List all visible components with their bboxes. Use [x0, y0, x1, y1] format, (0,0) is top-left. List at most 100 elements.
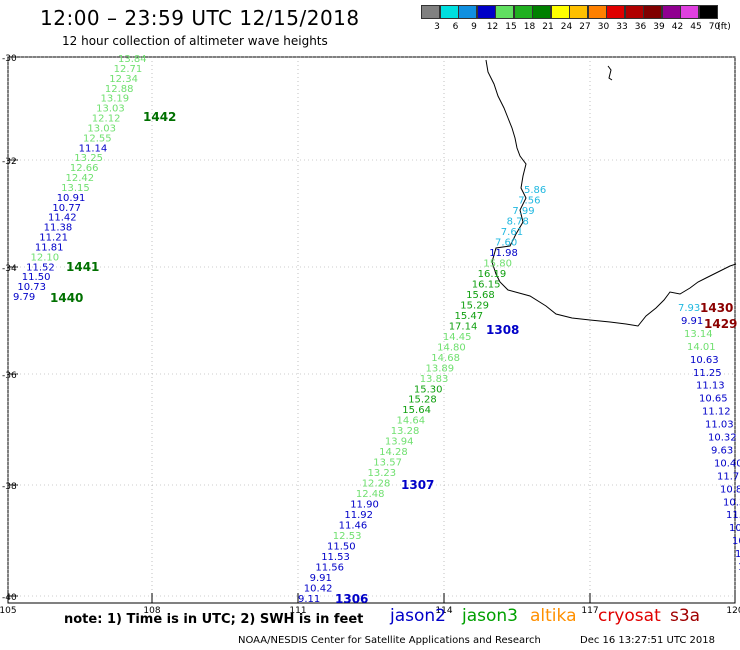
wave-height-value: 10.2: [729, 523, 740, 534]
lon-label: 111: [289, 606, 306, 616]
legend-label: 21: [542, 22, 554, 32]
wave-height-value: 11.5: [726, 510, 740, 521]
wave-height-value: 15.47: [455, 311, 484, 322]
wave-height-value: 11.12: [702, 407, 731, 418]
lat-label: -30: [2, 54, 17, 64]
wave-height-value: 12.10: [31, 252, 60, 263]
pass-time-label: 1430: [700, 301, 733, 315]
wave-height-value: 14.01: [687, 342, 716, 353]
wave-height-value: 14.64: [397, 416, 426, 427]
wave-height-value: 15.29: [460, 300, 489, 311]
wave-height-value: 12.55: [83, 133, 112, 144]
pass-time-label: 1307: [401, 478, 434, 492]
wave-height-value: 11.53: [321, 552, 350, 563]
wave-height-value: 5.86: [524, 185, 546, 196]
wave-height-value: 15.64: [402, 405, 431, 416]
legend-label: 12: [486, 22, 499, 32]
footnote: note: 1) Time is in UTC; 2) SWH is in fe…: [64, 612, 364, 627]
australia-west-coast: [485, 59, 737, 327]
wave-height-value: 10: [738, 562, 740, 573]
pass-time-label: 1441: [66, 260, 99, 274]
wave-height-value: 13.94: [385, 437, 414, 448]
lat-label: -38: [2, 482, 17, 492]
satellite-name: cryosat: [598, 606, 661, 626]
pass-time-label: 1306: [335, 592, 368, 606]
legend-label: 9: [471, 22, 477, 32]
wave-height-value: 10.: [732, 536, 740, 547]
wave-height-value: 10.73: [17, 282, 46, 293]
wave-height-value: 11.14: [79, 143, 108, 154]
lat-label: -34: [2, 264, 17, 274]
wave-height-value: 10.65: [699, 394, 728, 405]
wave-height-value: 9.79: [13, 292, 35, 303]
wave-height-value: 11.03: [705, 420, 734, 431]
wave-height-value: 12.53: [333, 531, 362, 542]
wave-height-value: 11.38: [44, 223, 73, 234]
wave-height-value: 12.12: [92, 114, 121, 125]
legend-label: 42: [671, 22, 684, 32]
lon-label: 114: [435, 606, 452, 616]
wave-height-value: 13.03: [96, 104, 125, 115]
satellite-name: s3a: [670, 606, 701, 626]
legend-swatch: [698, 5, 718, 19]
wave-height-value: 7.56: [518, 196, 540, 207]
wave-height-value: 13.28: [391, 426, 420, 437]
wave-height-value: 13.23: [368, 468, 397, 479]
lon-label: 120: [726, 606, 740, 616]
wave-height-value: 16.15: [472, 279, 501, 290]
wave-height-value: 11.92: [344, 510, 373, 521]
wave-height-value: 12.88: [105, 84, 134, 95]
pass-time-label: 1440: [50, 291, 83, 305]
wave-height-value: 13.89: [426, 363, 455, 374]
wave-height-value: 14.80: [437, 342, 466, 353]
wave-height-value: 13.25: [74, 153, 103, 164]
wave-height-value: 11.25: [693, 368, 722, 379]
legend-label: 36: [634, 22, 647, 32]
wave-height-value: 11.76: [717, 471, 740, 482]
wave-height-value: 10.32: [723, 497, 740, 508]
wave-height-value: 16.19: [478, 269, 507, 280]
timestamp-text: Dec 16 13:27:51 UTC 2018: [580, 635, 715, 646]
wave-height-value: 14.68: [431, 353, 460, 364]
wave-height-value: 11.98: [489, 248, 518, 259]
wave-height-value: 13.19: [101, 94, 130, 105]
pass-time-label: 1429: [704, 317, 737, 331]
legend-label: 18: [523, 22, 536, 32]
wave-height-value: 11.42: [48, 213, 77, 224]
wave-height-value: 15.30: [414, 384, 443, 395]
satellite-name: altika: [530, 606, 577, 626]
wave-height-value: 11.50: [327, 542, 356, 553]
satellite-tracks: 13.8412.7112.3412.8813.1913.0312.1213.03…: [13, 54, 740, 605]
lon-label: 105: [0, 606, 17, 616]
wave-height-value: 11.50: [22, 272, 51, 283]
wave-height-value: 15.28: [408, 395, 437, 406]
wave-height-value: 10.77: [52, 203, 81, 214]
wave-height-value: 12.28: [362, 479, 391, 490]
coastline: [485, 59, 737, 327]
legend-label: 33: [616, 22, 628, 32]
wave-height-value: 9.91: [310, 573, 332, 584]
wave-height-value: 7.99: [512, 206, 534, 217]
wave-height-value: 12.66: [70, 163, 99, 174]
wave-height-value: 9.91: [681, 316, 703, 327]
wave-height-value: 12.42: [66, 173, 95, 184]
legend-label: 3: [434, 22, 440, 32]
legend-label: 70: [708, 22, 721, 32]
legend-label: 27: [579, 22, 591, 32]
lon-label: 108: [143, 606, 160, 616]
lat-lon-grid: -30 -32 -34 -36 -38 -40 105 108 111 114 117 120: [0, 54, 740, 616]
wave-height-value: 12.34: [109, 74, 138, 85]
wave-height-value: 12.71: [114, 64, 143, 75]
lat-label: -40: [2, 593, 17, 603]
wave-height-value: 11.13: [696, 381, 725, 392]
wave-height-value: 10.42: [304, 584, 333, 595]
wave-height-value: 9.63: [711, 446, 733, 457]
credit-text: NOAA/NESDIS Center for Satellite Applica…: [238, 635, 541, 646]
satellite-name: jason3: [462, 606, 518, 626]
wave-height-value: 11.56: [315, 563, 344, 574]
legend-unit-label: (ft): [717, 22, 731, 32]
island: [607, 65, 613, 81]
wave-height-value: 13.84: [118, 54, 147, 65]
map-subtitle: 12 hour collection of altimeter wave hei…: [62, 34, 328, 48]
